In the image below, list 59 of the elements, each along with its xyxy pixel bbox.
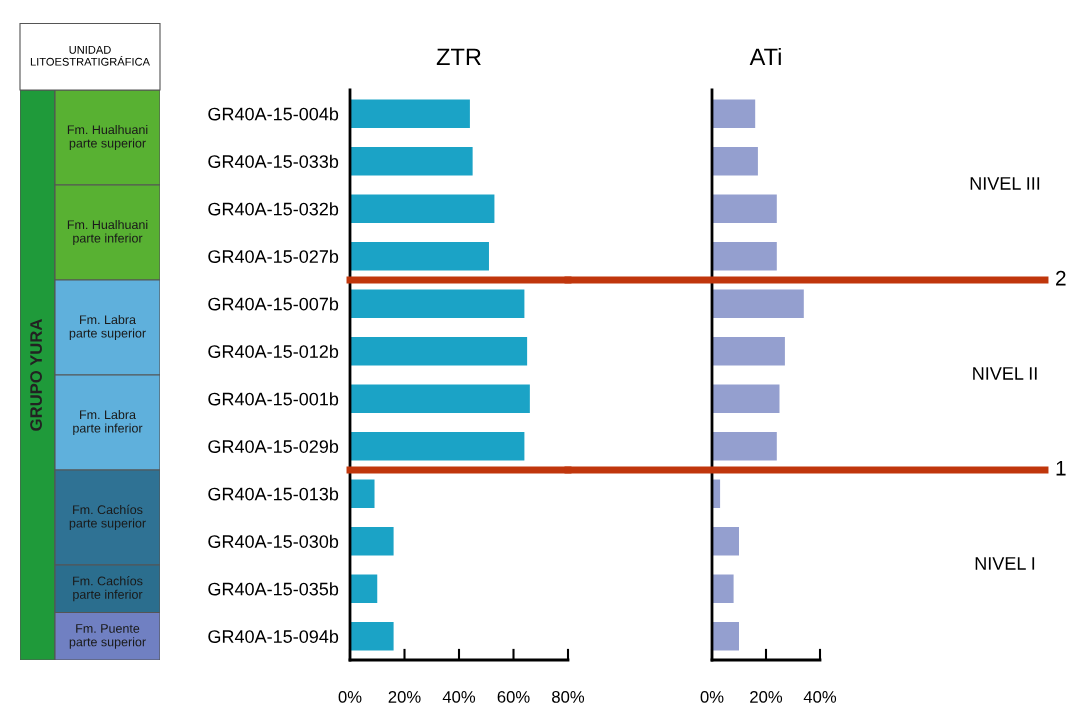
bar — [350, 622, 394, 651]
bar — [350, 432, 525, 461]
y-tick-label: GR40A-15-004b — [208, 107, 339, 121]
y-tick-label: GR40A-15-007b — [208, 297, 339, 311]
y-tick-label: GR40A-15-030b — [208, 534, 339, 548]
bar — [712, 194, 777, 223]
bar — [712, 622, 739, 651]
x-tick-label: 20% — [388, 691, 421, 703]
bar — [350, 479, 375, 508]
y-tick-label: GR40A-15-029b — [208, 439, 339, 453]
y-tick-label: GR40A-15-032b — [208, 202, 339, 216]
y-tick-label: GR40A-15-033b — [208, 154, 339, 168]
bar — [712, 242, 777, 271]
y-tick-label: GR40A-15-001b — [208, 392, 339, 406]
x-tick-label: 40% — [803, 691, 837, 703]
bar — [350, 147, 473, 176]
text: 1 — [1056, 461, 1066, 476]
x-tick-label: 80% — [552, 691, 585, 703]
text: UNIDAD LITOESTRATIGRÁFICA — [30, 46, 150, 66]
bar — [350, 194, 495, 223]
x-tick-label: 20% — [750, 691, 783, 703]
bar — [712, 147, 758, 176]
text: NIVEL III — [970, 177, 1040, 190]
bar — [712, 432, 777, 461]
y-tick-label: GR40A-15-035b — [208, 582, 339, 596]
bar — [712, 337, 785, 366]
bar — [712, 384, 780, 413]
bar — [350, 574, 378, 603]
bar — [350, 337, 528, 366]
x-tick-label: 60% — [497, 691, 530, 703]
bar — [712, 527, 739, 556]
category-label: Fm. Cachíos parte inferior — [73, 576, 143, 602]
chart-title: ATi — [749, 47, 781, 65]
bar — [712, 574, 734, 603]
bar — [350, 99, 470, 128]
category-label: Fm. Labra parte superior — [69, 314, 146, 341]
text: 2 — [1056, 270, 1066, 286]
category-label: Fm. Hualhuani parte superior — [67, 124, 148, 151]
y-tick-label: GR40A-15-012b — [208, 344, 339, 358]
y-tick-label: GR40A-15-013b — [208, 487, 339, 501]
bar — [350, 242, 489, 271]
category-label: Fm. Cachíos parte superior — [69, 504, 146, 531]
x-tick-label: 0% — [700, 691, 724, 703]
y-tick-label: GR40A-15-094b — [208, 629, 339, 643]
category-label: Fm. Labra parte inferior — [73, 409, 143, 436]
text: GRUPO YURA — [30, 319, 42, 431]
bar — [350, 289, 525, 318]
x-tick-label: 0% — [338, 691, 362, 703]
x-tick-label: 40% — [442, 691, 476, 703]
chart-title: ZTR — [436, 48, 481, 65]
category-label: Fm. Hualhuani parte inferior — [67, 219, 148, 246]
bar — [350, 527, 394, 556]
bar — [712, 99, 756, 128]
text: NIVEL II — [973, 367, 1037, 380]
text: NIVEL I — [975, 557, 1035, 570]
category-label: Fm. Puente parte superior — [69, 624, 146, 649]
bar — [712, 289, 804, 318]
y-tick-label: GR40A-15-027b — [208, 249, 339, 263]
bar — [350, 384, 530, 413]
